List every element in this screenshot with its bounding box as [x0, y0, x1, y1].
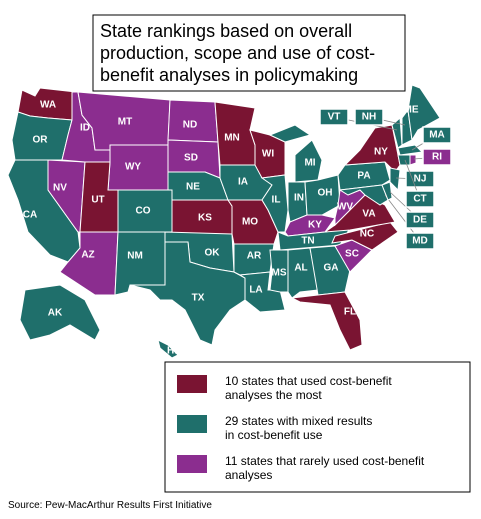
state-label: NV	[53, 183, 67, 194]
state-shape	[381, 181, 393, 201]
state-label: TN	[301, 236, 314, 247]
callout-box	[354, 108, 384, 126]
state-label: IN	[294, 193, 304, 204]
legend-label: 11 states that rarely used cost-benefit	[225, 454, 425, 468]
legend-label: analyses	[225, 468, 272, 482]
state-label: LA	[249, 285, 262, 296]
state-shape	[157, 339, 179, 359]
state-label: NY	[374, 147, 388, 158]
state-shape	[290, 291, 363, 351]
state-label: OK	[205, 248, 221, 259]
state-shape	[129, 241, 249, 346]
title-line: benefit analyses in policymaking	[100, 65, 358, 85]
state-label: TX	[192, 293, 205, 304]
state-label: MI	[304, 158, 315, 169]
state-shape	[331, 221, 399, 251]
state-label: OH	[318, 188, 333, 199]
legend-swatch	[177, 375, 207, 393]
state-label: DE	[413, 215, 427, 226]
state-shape	[389, 167, 401, 192]
state-label: NE	[186, 182, 200, 193]
legend-label: 29 states with mixed results	[225, 414, 372, 428]
title-line: State rankings based on overall	[100, 21, 352, 41]
legend-swatch	[177, 455, 207, 473]
legend-box	[164, 361, 471, 493]
title: State rankings based on overallproductio…	[100, 21, 375, 85]
callout-box	[319, 108, 349, 126]
state-label: ME	[404, 105, 419, 116]
title-box	[92, 14, 406, 92]
callout-box	[405, 190, 435, 208]
callout-box	[405, 211, 435, 229]
state-label: WA	[40, 100, 56, 111]
state-label: CO	[136, 206, 151, 217]
state-label: MT	[118, 117, 132, 128]
state-label: PA	[357, 171, 370, 182]
legend-swatch	[177, 415, 207, 433]
state-label: UT	[91, 195, 104, 206]
state-label: ND	[183, 120, 197, 131]
state-label: MO	[242, 217, 258, 228]
state-label: KS	[198, 213, 212, 224]
legend-label: analyses the most	[225, 388, 322, 402]
state-shape	[397, 154, 411, 166]
state-label: MN	[224, 133, 240, 144]
source: Source: Pew-MacArthur Results First Init…	[8, 500, 212, 511]
legend-label: in cost-benefit use	[225, 428, 323, 442]
legend: 10 states that used cost-benefitanalyses…	[177, 374, 425, 482]
state-label: OR	[33, 135, 49, 146]
callout-box	[405, 232, 435, 250]
state-label: SC	[345, 249, 359, 260]
state-label: IL	[272, 195, 281, 206]
state-shape	[294, 139, 323, 183]
legend-label: 10 states that used cost-benefit	[225, 374, 392, 388]
callout-box	[422, 126, 452, 144]
state-label: AZ	[81, 250, 94, 261]
state-shape	[19, 284, 101, 341]
state-shape	[407, 84, 441, 142]
state-label: AL	[294, 263, 307, 274]
callout-box	[422, 148, 452, 166]
state-label: FL	[344, 307, 356, 318]
state-label: HI	[167, 346, 177, 357]
state-label: VA	[362, 209, 375, 220]
state-label: AR	[247, 251, 262, 262]
state-shape	[309, 245, 351, 296]
state-label: NC	[360, 229, 374, 240]
state-label: VT	[328, 112, 341, 123]
state-label: WY	[125, 162, 141, 173]
state-label: CT	[413, 194, 426, 205]
title-line: production, scope and use of cost-	[100, 43, 375, 63]
state-label: MS	[272, 268, 287, 279]
state-label: SD	[184, 153, 198, 164]
states: WA OR CA NV ID MT WY UT CO AZ NM ND SD NE KS OK TX MN IA MO…	[7, 84, 452, 359]
state-label: RI	[432, 152, 442, 163]
state-label: NM	[127, 251, 143, 262]
state-label: AK	[48, 308, 63, 319]
state-label: NJ	[414, 174, 427, 185]
state-shape	[409, 154, 417, 166]
state-label: MA	[429, 130, 445, 141]
state-label: CA	[23, 210, 37, 221]
state-label: IA	[238, 177, 248, 188]
state-shape	[343, 124, 401, 173]
state-label: WI	[262, 149, 274, 160]
state-shape	[238, 271, 286, 313]
state-shape	[268, 124, 312, 143]
state-label: KY	[308, 220, 322, 231]
state-label: GA	[324, 263, 339, 274]
state-label: WV	[337, 202, 353, 213]
state-label: ID	[80, 123, 90, 134]
callout-box	[405, 170, 435, 188]
state-label: NH	[362, 112, 376, 123]
state-label: MD	[412, 236, 428, 247]
